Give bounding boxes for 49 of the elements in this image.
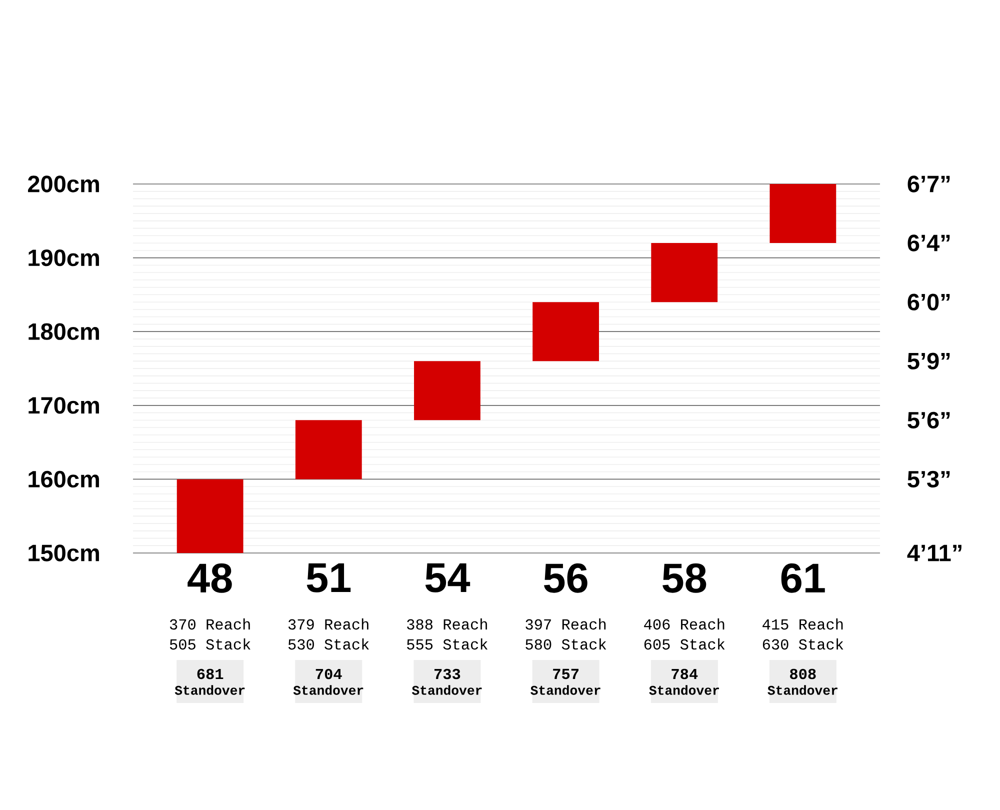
text: 5’9” (908, 352, 950, 370)
bar (651, 243, 718, 302)
text: 757 (553, 668, 578, 680)
text: 388 Reach (407, 618, 487, 630)
text: 6’4” (908, 234, 950, 252)
text: 681 (197, 668, 224, 680)
text: 704 (316, 668, 342, 680)
bar (770, 184, 836, 244)
text: 555 Stack (407, 638, 488, 650)
y-tick-label: 170cm (28, 397, 99, 414)
y-tick-label: 180cm (28, 323, 99, 340)
text: 415 Reach (762, 618, 843, 630)
text: 530 Stack (288, 638, 369, 650)
x-tick-label: 51 (306, 563, 351, 592)
text: Standover (293, 685, 364, 695)
text: Standover (768, 685, 838, 695)
text: Standover (412, 685, 482, 695)
text: 605 Stack (644, 638, 725, 650)
x-tick-label: 54 (425, 563, 470, 592)
text: 784 (672, 668, 698, 680)
y-tick-label: 150cm (28, 544, 99, 562)
text: Standover (174, 685, 245, 695)
text: Standover (649, 685, 719, 695)
bar (414, 361, 480, 420)
text: 406 Reach (644, 618, 724, 630)
text: 5’6” (908, 412, 950, 429)
text: 630 Stack (762, 638, 844, 650)
x-tick-label: 61 (781, 563, 825, 593)
text: 370 Reach (170, 618, 250, 630)
text: 5’3” (908, 470, 950, 488)
text: Standover (530, 685, 600, 695)
text: 6’7” (908, 176, 950, 192)
x-tick-label: 48 (188, 563, 232, 593)
text: 379 Reach (288, 618, 368, 630)
x-tick-label: 56 (544, 563, 588, 593)
bar (532, 302, 599, 362)
bar (295, 420, 362, 480)
y-tick-label: 190cm (28, 249, 99, 266)
x-tick-label: 58 (662, 563, 706, 593)
text: 505 Stack (170, 638, 250, 650)
text: 733 (434, 668, 460, 680)
text: 4’11” (907, 544, 962, 562)
y-tick-label: 200cm (28, 176, 99, 192)
y-tick-label: 160cm (28, 470, 99, 488)
text: 397 Reach (526, 618, 606, 630)
bar (176, 479, 244, 553)
text: 6’0” (908, 294, 950, 310)
text: 580 Stack (526, 638, 606, 650)
text: 808 (790, 668, 816, 680)
